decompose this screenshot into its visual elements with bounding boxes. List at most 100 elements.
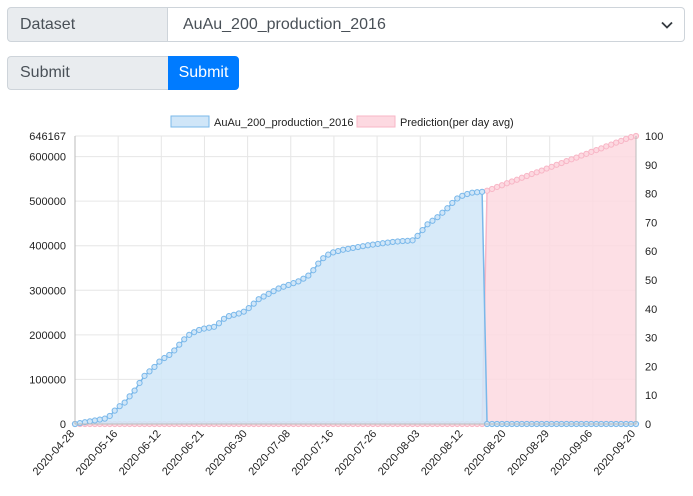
y-left-tick-label: 200000 xyxy=(29,330,66,342)
series-point xyxy=(295,278,302,285)
dataset-row: Dataset AuAu_200_production_2016 xyxy=(7,7,685,42)
series-point xyxy=(141,372,148,379)
submit-row: Submit Submit xyxy=(7,56,239,90)
legend-label-series: AuAu_200_production_2016 xyxy=(214,117,353,129)
prediction-point xyxy=(533,169,540,176)
series-point xyxy=(146,368,153,375)
x-tick-label: 2020-07-26 xyxy=(333,428,380,478)
series-point xyxy=(409,237,416,244)
y-left-tick-label: 400000 xyxy=(29,241,66,253)
prediction-point xyxy=(523,172,530,180)
y-right-tick-label: 30 xyxy=(645,333,657,345)
series-point xyxy=(136,379,143,387)
submit-label: Submit xyxy=(7,56,168,90)
y-right-tick-label: 100 xyxy=(645,131,663,143)
series-point xyxy=(181,336,188,343)
y-left-tick-label: 300000 xyxy=(29,285,66,297)
submit-button[interactable]: Submit xyxy=(168,56,239,90)
prediction-point xyxy=(627,134,635,141)
series-point xyxy=(86,418,93,425)
series-point xyxy=(255,296,262,303)
x-tick-label: 2020-08-20 xyxy=(462,428,509,478)
series-point xyxy=(205,324,213,331)
series-point xyxy=(250,300,257,307)
series-point xyxy=(260,293,267,300)
prediction-point xyxy=(583,150,590,157)
y-right-tick-label: 60 xyxy=(645,246,657,258)
series-point xyxy=(424,221,431,228)
series-point xyxy=(478,188,486,195)
series-point xyxy=(121,399,128,406)
prediction-area xyxy=(75,136,636,424)
y-left-tick-label: 646167 xyxy=(29,131,66,143)
y-left-tick-label: 100000 xyxy=(29,374,66,386)
series-point xyxy=(459,192,466,199)
series-point xyxy=(310,267,317,274)
prediction-point xyxy=(573,154,580,161)
y-left-tick-label: 500000 xyxy=(29,196,66,208)
prediction-point xyxy=(538,167,545,174)
prediction-point xyxy=(613,139,620,146)
prediction-point xyxy=(508,178,515,185)
legend-swatch-series xyxy=(170,115,210,128)
prediction-point xyxy=(622,135,630,142)
series-point xyxy=(399,237,406,245)
prediction-point xyxy=(528,170,535,178)
x-tick-label: 2020-08-12 xyxy=(419,428,466,478)
series-point xyxy=(200,325,208,332)
series-point xyxy=(131,387,138,394)
series-point xyxy=(315,260,322,267)
series-point xyxy=(76,420,84,427)
prediction-point xyxy=(598,145,605,152)
series-point xyxy=(325,251,332,258)
series-point xyxy=(230,311,237,318)
plot-area xyxy=(71,132,640,428)
dataset-select[interactable]: AuAu_200_production_2016 xyxy=(168,7,685,42)
series-point xyxy=(116,403,123,410)
series-point xyxy=(369,241,376,248)
series-point xyxy=(394,238,401,245)
chevron-down-icon xyxy=(661,21,673,29)
series-point xyxy=(364,242,372,249)
series-point xyxy=(191,329,198,336)
series-point xyxy=(344,245,352,252)
prediction-point xyxy=(588,148,595,155)
series-point xyxy=(96,416,103,423)
legend-swatch-prediction xyxy=(356,115,396,128)
prediction-point xyxy=(608,141,615,148)
y-right-tick-label: 40 xyxy=(645,304,657,316)
series-point xyxy=(320,255,327,262)
x-tick-label: 2020-05-16 xyxy=(74,428,121,478)
series-point xyxy=(280,283,287,290)
y-right-tick-label: 0 xyxy=(645,419,651,431)
prediction-point xyxy=(483,187,491,194)
series-point xyxy=(444,205,451,212)
prediction-point xyxy=(558,159,565,167)
x-tick-label: 2020-07-16 xyxy=(290,428,337,478)
prediction-point xyxy=(498,182,506,189)
series-point xyxy=(225,313,233,320)
series-point xyxy=(374,240,381,248)
series-point xyxy=(196,326,203,334)
series-point xyxy=(439,209,446,216)
series-point xyxy=(434,214,441,221)
series-point xyxy=(354,243,362,251)
series-point xyxy=(379,240,386,247)
series-area xyxy=(75,191,636,424)
prediction-point xyxy=(488,185,496,193)
dataset-label: Dataset xyxy=(7,7,168,42)
series-point xyxy=(171,347,178,354)
series-point xyxy=(220,315,228,322)
series-point xyxy=(290,280,297,287)
prediction-point xyxy=(553,161,560,168)
series-point xyxy=(454,195,461,202)
series-point xyxy=(414,232,421,240)
series-point xyxy=(235,310,242,317)
series-point xyxy=(419,227,426,234)
x-tick-label: 2020-09-20 xyxy=(592,428,639,478)
series-point xyxy=(464,190,471,198)
series-point xyxy=(210,323,218,330)
dataset-select-value: AuAu_200_production_2016 xyxy=(183,15,386,33)
y-right-tick-label: 10 xyxy=(645,390,657,402)
y-right-tick-label: 20 xyxy=(645,361,657,373)
